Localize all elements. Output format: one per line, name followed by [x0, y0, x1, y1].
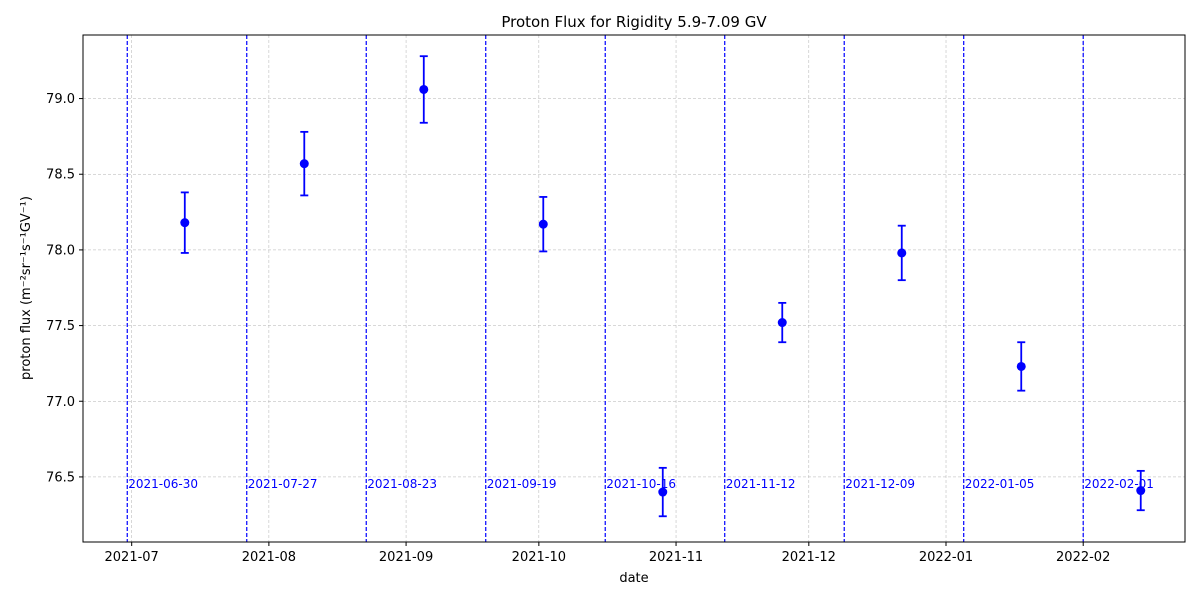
y-tick-label: 76.5 — [46, 470, 75, 485]
chart-title: Proton Flux for Rigidity 5.9-7.09 GV — [501, 13, 767, 31]
vertical-marker-label: 2021-06-30 — [128, 477, 198, 491]
vertical-marker-label: 2021-11-12 — [726, 477, 796, 491]
y-axis-ticks: 76.5 77.0 77.5 78.0 78.5 79.0 — [46, 92, 83, 485]
data-point — [538, 219, 548, 229]
plot-frame — [82, 34, 1186, 543]
data-point — [180, 218, 190, 228]
x-tick-label: 2021-07 — [105, 550, 159, 565]
x-axis-ticks: 2021-07 2021-08 2021-09 2021-10 2021-11 2021-… — [105, 542, 1110, 565]
x-tick-label: 2021-11 — [649, 550, 703, 565]
y-tick-label: 79.0 — [46, 92, 75, 107]
data-point — [658, 487, 668, 497]
x-tick-label: 2021-09 — [379, 550, 433, 565]
vertical-markers: 2021-06-30 2021-07-27 2021-08-23 2021-09-19… — [126, 35, 1154, 542]
data-point — [897, 248, 907, 258]
x-axis-label: date — [619, 571, 648, 586]
vertical-marker-label: 2021-08-23 — [367, 477, 437, 491]
vertical-marker-label: 2021-07-27 — [248, 477, 318, 491]
vertical-marker-label: 2021-10-16 — [606, 477, 676, 491]
data-point — [419, 84, 429, 94]
data-point — [1016, 361, 1026, 371]
x-tick-label: 2022-01 — [919, 550, 973, 565]
y-axis-label: proton flux (m⁻²sr⁻¹s⁻¹GV⁻¹) — [19, 196, 34, 380]
y-tick-label: 78.5 — [46, 168, 75, 183]
data-points — [180, 84, 1146, 497]
y-tick-label: 77.0 — [46, 395, 75, 410]
y-tick-label: 77.5 — [46, 319, 75, 334]
data-point — [777, 318, 787, 328]
vertical-marker-label: 2022-01-05 — [965, 477, 1035, 491]
y-tick-label: 78.0 — [46, 243, 75, 258]
x-tick-label: 2021-10 — [512, 550, 566, 565]
vertical-marker-label: 2022-02-01 — [1084, 477, 1154, 491]
data-point — [299, 159, 309, 169]
data-point — [1136, 486, 1146, 496]
x-tick-label: 2021-08 — [242, 550, 296, 565]
x-tick-label: 2021-12 — [782, 550, 836, 565]
x-tick-label: 2022-02 — [1056, 550, 1110, 565]
vertical-marker-label: 2021-12-09 — [845, 477, 915, 491]
vertical-marker-label: 2021-09-19 — [487, 477, 557, 491]
